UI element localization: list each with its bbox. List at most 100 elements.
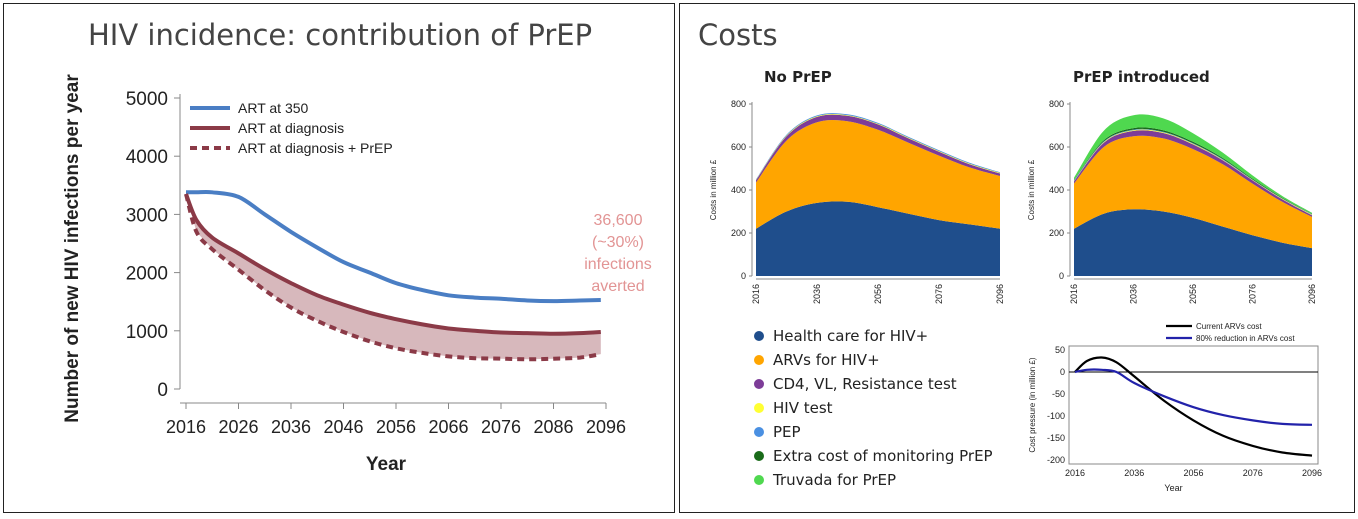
no-prep-y-tick-label: 800 bbox=[731, 99, 746, 109]
series-art-at-diagnosis-prep bbox=[184, 193, 602, 362]
prep-y-tick-label: 800 bbox=[1049, 99, 1064, 109]
averted-annotation-line: (~30%) bbox=[592, 234, 644, 251]
incidence-x-tick-label: 2086 bbox=[533, 417, 573, 437]
incidence-x-tick-label: 2096 bbox=[586, 417, 626, 437]
prep-x-tick-label: 2096 bbox=[1307, 284, 1317, 304]
incidence-y-tick-label: 3000 bbox=[126, 205, 168, 226]
pressure-y-tick-label: -100 bbox=[1047, 411, 1065, 421]
legend-label: Extra cost of monitoring PrEP bbox=[773, 447, 993, 465]
incidence-x-tick-label: 2026 bbox=[218, 417, 258, 437]
prep-y-tick-label: 200 bbox=[1049, 228, 1064, 238]
legend-item: CD4, VL, Resistance test bbox=[754, 372, 993, 396]
pressure-legend-label: 80% reduction in ARVs cost bbox=[1196, 334, 1295, 343]
pressure-y-tick-label: -150 bbox=[1047, 433, 1065, 443]
incidence-chart: 0 1000 2000 3000 4000 5000 2016 2026 2036 2046 205… bbox=[62, 74, 652, 475]
pressure-x-tick-label: 2076 bbox=[1243, 468, 1263, 478]
incidence-legend-label: ART at diagnosis bbox=[238, 120, 344, 136]
prep-area-arvs-for-hiv- bbox=[1074, 135, 1312, 249]
incidence-x-tick-label: 2036 bbox=[271, 417, 311, 437]
incidence-x-tick-label: 2076 bbox=[481, 417, 521, 437]
averted-annotation-line: averted bbox=[591, 278, 644, 295]
pressure-y-axis-label: Cost pressure (in million £) bbox=[1028, 357, 1037, 452]
incidence-y-axis-label: Number of new HIV infections per year bbox=[62, 74, 83, 423]
pressure-x-tick-label: 2036 bbox=[1124, 468, 1144, 478]
legend-dot bbox=[754, 354, 764, 365]
legend-dot bbox=[754, 330, 764, 341]
no-prep-area-health-care-for-hiv- bbox=[756, 201, 1000, 276]
pressure-frame bbox=[1068, 345, 1319, 465]
prep-area-cd4-vl-resistance-test bbox=[1074, 130, 1312, 217]
prep-area-health-care-for-hiv- bbox=[1074, 209, 1312, 276]
legend-label: HIV test bbox=[773, 399, 833, 417]
prep-y-tick-label: 0 bbox=[1059, 271, 1064, 281]
prep-y-tick-label: 400 bbox=[1049, 185, 1064, 195]
legend-item: ARVs for HIV+ bbox=[754, 348, 993, 372]
prep-y-axis-label: Costs in million £ bbox=[1027, 159, 1036, 220]
prep-y-tick-label: 600 bbox=[1049, 142, 1064, 152]
incidence-x-tick-label: 2046 bbox=[323, 417, 363, 437]
pressure-series-1 bbox=[1074, 368, 1313, 426]
legend-item: Extra cost of monitoring PrEP bbox=[754, 444, 993, 468]
costs-panel: Costs No PrEP PrEP introduced 0 200 400 600… bbox=[679, 3, 1355, 513]
prep-x-tick-label: 2056 bbox=[1188, 284, 1198, 304]
legend-label: Health care for HIV+ bbox=[773, 327, 929, 345]
costs-title: Costs bbox=[698, 18, 778, 52]
incidence-x-axis-label: Year bbox=[366, 454, 407, 475]
no-prep-y-tick-label: 200 bbox=[731, 228, 746, 238]
legend-label: PEP bbox=[773, 423, 801, 441]
no-prep-title: No PrEP bbox=[764, 68, 832, 86]
pressure-y-tick-label: -50 bbox=[1052, 389, 1065, 399]
pressure-y-tick-label: -200 bbox=[1047, 455, 1065, 465]
legend-item: Health care for HIV+ bbox=[754, 324, 993, 348]
incidence-x-tick-label: 2056 bbox=[376, 417, 416, 437]
pressure-x-tick-label: 2096 bbox=[1302, 468, 1322, 478]
incidence-legend-label: ART at 350 bbox=[238, 100, 309, 116]
prep-x-tick-label: 2016 bbox=[1069, 284, 1079, 304]
legend-label: CD4, VL, Resistance test bbox=[773, 375, 957, 393]
no-prep-area-cd4-vl-resistance-test bbox=[756, 114, 1000, 183]
incidence-y-tick-label: 0 bbox=[157, 380, 168, 401]
costs-charts: 0 200 400 600 800 2016 2036 2056 2076 2096 Costs i… bbox=[709, 99, 1322, 493]
series-art-at-diagnosis bbox=[184, 193, 601, 336]
legend-label: Truvada for PrEP bbox=[773, 471, 897, 489]
legend-item: HIV test bbox=[754, 396, 993, 420]
averted-annotation-line: infections bbox=[584, 256, 652, 273]
no-prep-x-tick-label: 2056 bbox=[873, 284, 883, 304]
series-art-at-350 bbox=[186, 189, 601, 304]
no-prep-area-arvs-for-hiv- bbox=[756, 120, 1000, 229]
legend-dot bbox=[754, 402, 764, 413]
pressure-x-tick-label: 2056 bbox=[1183, 468, 1203, 478]
incidence-y-tick-label: 5000 bbox=[126, 89, 168, 110]
prep-introduced-title: PrEP introduced bbox=[1073, 68, 1210, 86]
legend-dot bbox=[754, 378, 764, 389]
pressure-x-axis-label: Year bbox=[1164, 483, 1182, 493]
no-prep-y-tick-label: 400 bbox=[731, 185, 746, 195]
pressure-y-tick-label: 0 bbox=[1060, 367, 1065, 377]
legend-item: Truvada for PrEP bbox=[754, 468, 993, 492]
pressure-legend-label: Current ARVs cost bbox=[1196, 322, 1262, 331]
costs-legend: Health care for HIV+ ARVs for HIV+ CD4, VL… bbox=[754, 324, 993, 492]
incidence-x-tick-label: 2066 bbox=[428, 417, 468, 437]
legend-dot bbox=[754, 474, 764, 485]
incidence-y-tick-label: 1000 bbox=[126, 322, 168, 343]
legend-dot bbox=[754, 450, 764, 461]
no-prep-y-axis-label: Costs in million £ bbox=[709, 159, 718, 220]
no-prep-x-tick-label: 2036 bbox=[812, 284, 822, 304]
incidence-panel: HIV incidence: contribution of PrEP 0 100… bbox=[3, 3, 675, 513]
no-prep-y-tick-label: 600 bbox=[731, 142, 746, 152]
legend-label: ARVs for HIV+ bbox=[773, 351, 880, 369]
incidence-y-tick-label: 4000 bbox=[126, 147, 168, 168]
prep-area-truvada-for-prep bbox=[1074, 114, 1312, 214]
pressure-series-0 bbox=[1074, 356, 1313, 457]
legend-item: PEP bbox=[754, 420, 993, 444]
incidence-x-tick-label: 2016 bbox=[166, 417, 206, 437]
incidence-title: HIV incidence: contribution of PrEP bbox=[88, 18, 593, 52]
incidence-legend-label: ART at diagnosis + PrEP bbox=[238, 140, 393, 156]
no-prep-y-tick-label: 0 bbox=[741, 271, 746, 281]
no-prep-x-tick-label: 2076 bbox=[934, 284, 944, 304]
no-prep-x-tick-label: 2096 bbox=[995, 284, 1005, 304]
averted-area bbox=[186, 194, 601, 360]
averted-annotation-line: 36,600 bbox=[594, 212, 643, 229]
pressure-y-tick-label: 50 bbox=[1055, 345, 1065, 355]
no-prep-x-tick-label: 2016 bbox=[751, 284, 761, 304]
